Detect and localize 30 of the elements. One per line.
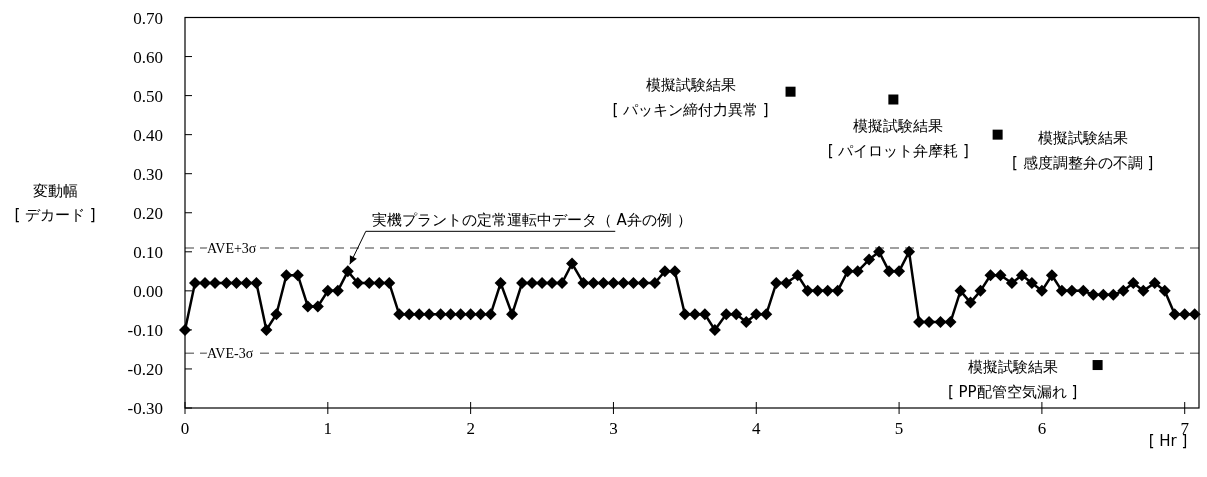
x-tick-label: 3	[609, 419, 618, 438]
ref-line-label: AVE+3σ	[207, 240, 257, 256]
annotation: 実機プラントの定常運転中データ（ A弁の例 ）	[371, 211, 692, 230]
y-tick-label: -0.20	[127, 359, 163, 379]
point	[785, 86, 796, 97]
ref-line-label: AVE-3σ	[207, 346, 254, 362]
x-tick-label: 4	[752, 419, 762, 438]
x-tick-label: 1	[323, 419, 333, 438]
y-tick-label: 0.20	[133, 203, 163, 223]
y-tick-label: 0.40	[133, 125, 163, 145]
ylabel: 変動幅 [ デカード ]	[14, 182, 96, 224]
x-tick-label: 2	[466, 419, 475, 438]
y-tick-label: 0.10	[133, 242, 163, 262]
y-tick-label: 0.70	[133, 8, 163, 28]
xlabel: [ Hr ]	[1148, 432, 1188, 450]
y-tick-label: -0.30	[127, 399, 163, 418]
annotation: 模擬試験結果 [ 感度調整弁の不調 ]	[1012, 128, 1154, 172]
x-tick-label: 5	[894, 419, 904, 438]
point	[888, 94, 899, 105]
point	[992, 129, 1003, 140]
y-tick-label: 0.30	[133, 164, 163, 184]
y-tick-label: 0.50	[133, 86, 163, 106]
annotation: 模擬試験結果 [ パイロット弁摩耗 ]	[827, 116, 969, 160]
point	[1092, 360, 1103, 371]
x-tick-label: 0	[180, 419, 190, 438]
y-tick-label: 0.60	[133, 47, 163, 67]
x-tick-label: 6	[1037, 419, 1047, 438]
annotation: 模擬試験結果 [ パッキン締付力異常 ]	[612, 75, 769, 119]
y-tick-label: 0.00	[133, 281, 163, 301]
y-tick-label: -0.10	[127, 320, 163, 340]
